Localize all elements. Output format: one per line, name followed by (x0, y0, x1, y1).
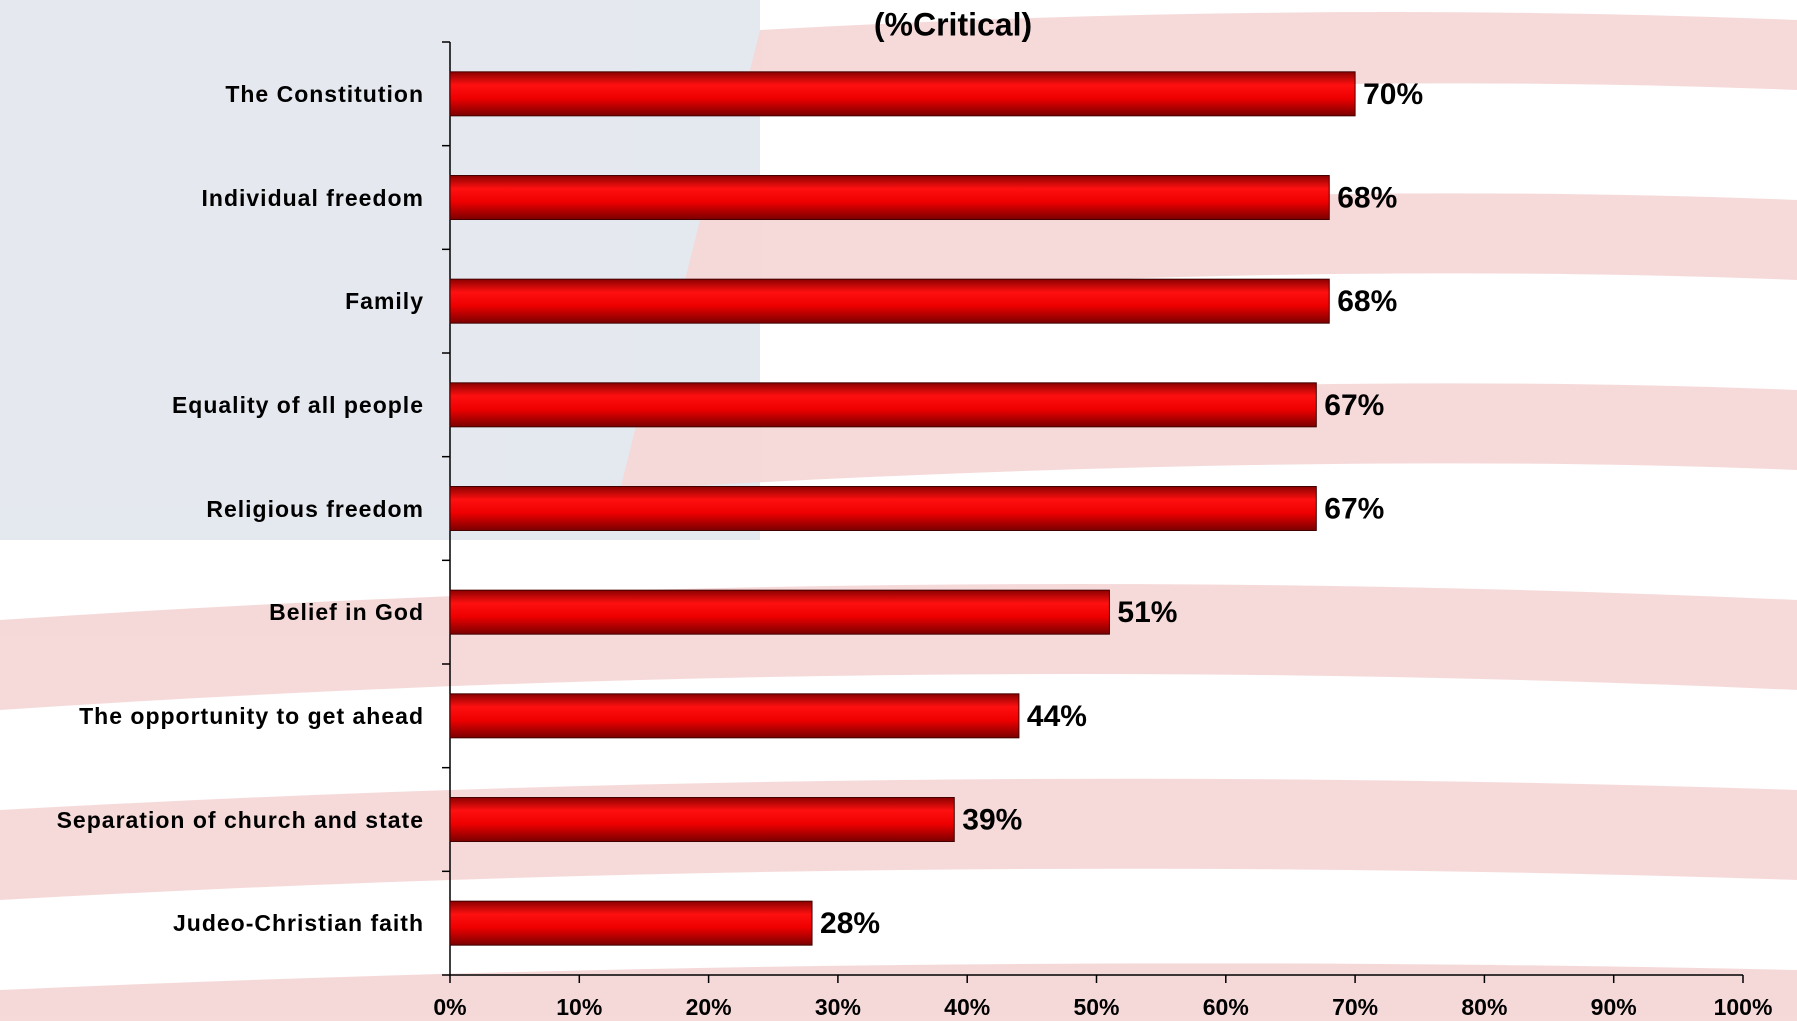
x-tick-label: 90% (1591, 994, 1637, 1020)
bar (449, 589, 1110, 635)
bar (449, 693, 1020, 739)
y-tick-label: Belief in God (269, 599, 424, 626)
chart-title: (%Critical) (874, 6, 1032, 42)
value-label: 39% (962, 803, 1022, 836)
bar (449, 278, 1330, 324)
y-tick-label: The opportunity to get ahead (79, 702, 424, 729)
x-tick-label: 70% (1332, 994, 1378, 1020)
value-label: 68% (1337, 181, 1397, 214)
y-tick-label: Family (345, 288, 424, 315)
y-tick-label: Individual freedom (201, 184, 424, 211)
x-tick-label: 40% (944, 994, 990, 1020)
bar (449, 382, 1317, 428)
bar (449, 486, 1317, 531)
y-tick-label: Religious freedom (206, 495, 424, 522)
bar (449, 175, 1330, 220)
x-tick-label: 50% (1073, 994, 1119, 1020)
y-tick-label: Judeo-Christian faith (172, 910, 424, 937)
bar (449, 797, 955, 842)
x-tick-label: 100% (1714, 994, 1773, 1020)
x-tick-label: 30% (815, 994, 861, 1020)
bar (449, 71, 1356, 117)
bar (449, 900, 813, 946)
value-label: 70% (1363, 78, 1423, 111)
x-tick-label: 0% (433, 994, 466, 1020)
y-tick-label: Equality of all people (171, 391, 424, 418)
value-label: 68% (1337, 285, 1397, 318)
y-tick-label: Separation of church and state (56, 806, 424, 833)
value-label: 28% (820, 907, 880, 940)
x-tick-label: 80% (1461, 994, 1507, 1020)
value-label: 67% (1324, 492, 1384, 525)
value-label: 67% (1324, 389, 1384, 422)
y-tick-label: The Constitution (225, 80, 424, 107)
value-label: 44% (1027, 700, 1087, 733)
x-tick-label: 10% (556, 994, 602, 1020)
value-label: 51% (1117, 596, 1177, 629)
x-tick-label: 60% (1203, 994, 1249, 1020)
x-tick-label: 20% (686, 994, 732, 1020)
